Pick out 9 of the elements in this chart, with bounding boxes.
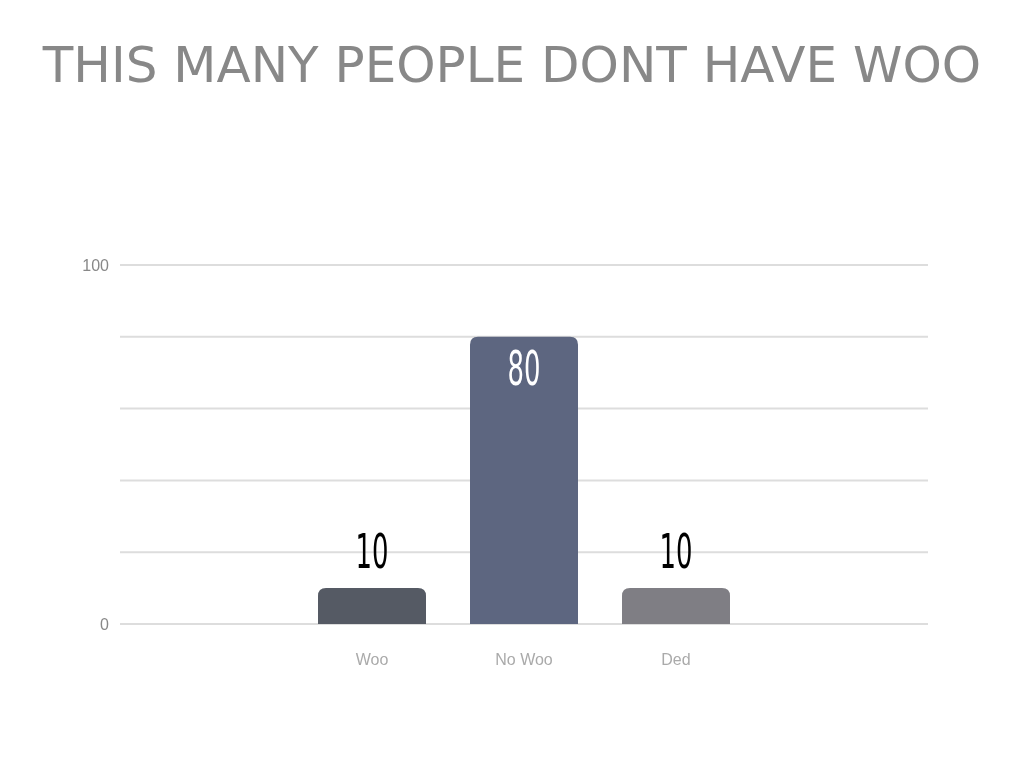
x-tick-label: Woo [355,651,389,668]
data-label: 10 [659,523,693,580]
y-tick-label: 100 [82,257,110,274]
x-tick-label: Ded [661,651,691,668]
data-label: 10 [355,523,389,580]
y-tick-label: 0 [100,616,110,633]
data-label: 80 [507,339,541,396]
chart-title: THIS MANY PEOPLE DONT HAVE WOO [41,36,982,94]
x-tick-label: No Woo [495,651,553,668]
